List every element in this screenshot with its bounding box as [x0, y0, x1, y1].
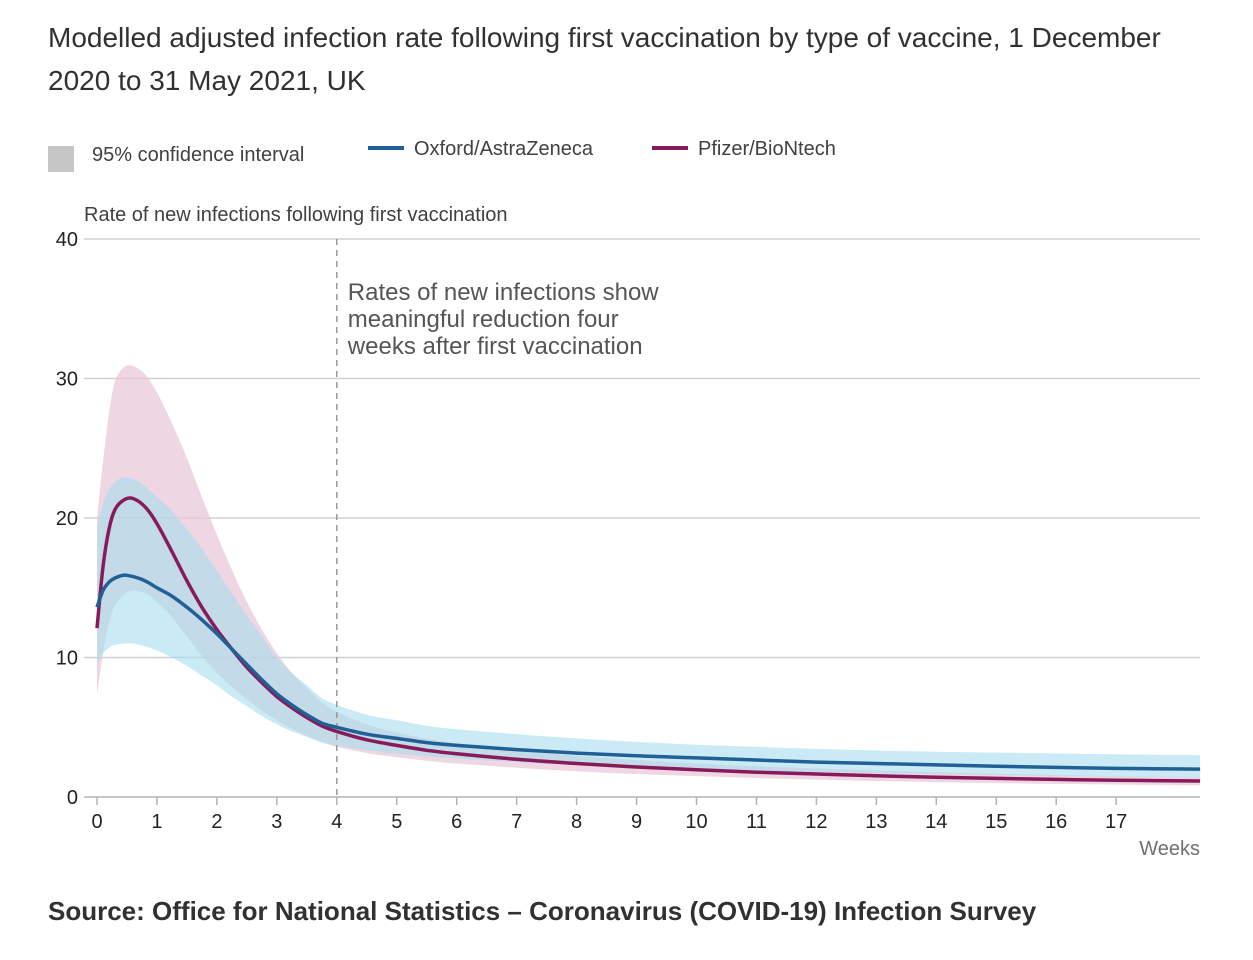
series-line-oxford: [95, 573, 1201, 771]
x-tick-label-1: 1: [151, 811, 162, 833]
x-tick-label-10: 10: [685, 811, 707, 833]
chart-title: Modelled adjusted infection rate followi…: [48, 22, 1161, 96]
x-tick-label-14: 14: [925, 811, 947, 833]
chart-legend: 95% confidence interval Oxford/AstraZene…: [48, 138, 1148, 174]
y-tick-label-0: 0: [67, 787, 78, 809]
ci-band-oxford: [97, 477, 1201, 778]
legend-item-ci: 95% confidence interval: [48, 138, 304, 172]
y-tick-label-30: 30: [56, 369, 78, 391]
x-tick-label-0: 0: [91, 811, 102, 833]
x-tick-label-17: 17: [1105, 811, 1127, 833]
x-tick-label-3: 3: [271, 811, 282, 833]
x-tick-label-16: 16: [1045, 811, 1067, 833]
y-tick-label-10: 10: [56, 648, 78, 670]
confidence-bands: [97, 365, 1201, 786]
x-axis-label: Weeks: [1139, 838, 1200, 860]
x-tick-label-11: 11: [746, 811, 767, 833]
source-note: Source: Office for National Statistics –…: [48, 896, 1037, 926]
legend-swatch-oxford: [368, 145, 404, 150]
legend-label-oxford: Oxford/AstraZeneca: [414, 138, 593, 160]
legend-label-ci: 95% confidence interval: [92, 143, 305, 166]
annotation-text-line-2: meaningful reduction four: [348, 306, 619, 333]
x-tick-label-8: 8: [571, 811, 582, 833]
legend-swatch-ci: [48, 146, 74, 172]
x-tick-label-9: 9: [631, 811, 642, 833]
legend-label-pfizer: Pfizer/BioNtech: [698, 138, 836, 160]
x-tick-label-4: 4: [331, 811, 342, 833]
x-tick-label-2: 2: [211, 811, 222, 833]
series-lines: [95, 496, 1201, 783]
x-tick-label-7: 7: [511, 811, 522, 833]
series-line-pfizer: [95, 496, 1201, 783]
x-tick-label-6: 6: [451, 811, 462, 833]
y-tick-label-20: 20: [56, 508, 78, 530]
x-tick-label-13: 13: [865, 811, 887, 833]
x-tick-label-12: 12: [805, 811, 827, 833]
ci-band-pfizer: [97, 365, 1201, 786]
annotation-text-line-3: weeks after first vaccination: [347, 333, 643, 360]
legend-item-pfizer: Pfizer/BioNtech: [652, 138, 836, 161]
x-tick-label-5: 5: [391, 811, 402, 833]
legend-swatch-pfizer: [652, 145, 688, 150]
legend-item-oxford: Oxford/AstraZeneca: [368, 138, 593, 161]
x-tick-label-15: 15: [985, 811, 1007, 833]
y-axis-label: Rate of new infections following first v…: [84, 204, 508, 226]
y-tick-label-40: 40: [56, 229, 78, 251]
annotation-text-line-1: Rates of new infections show: [348, 279, 659, 306]
